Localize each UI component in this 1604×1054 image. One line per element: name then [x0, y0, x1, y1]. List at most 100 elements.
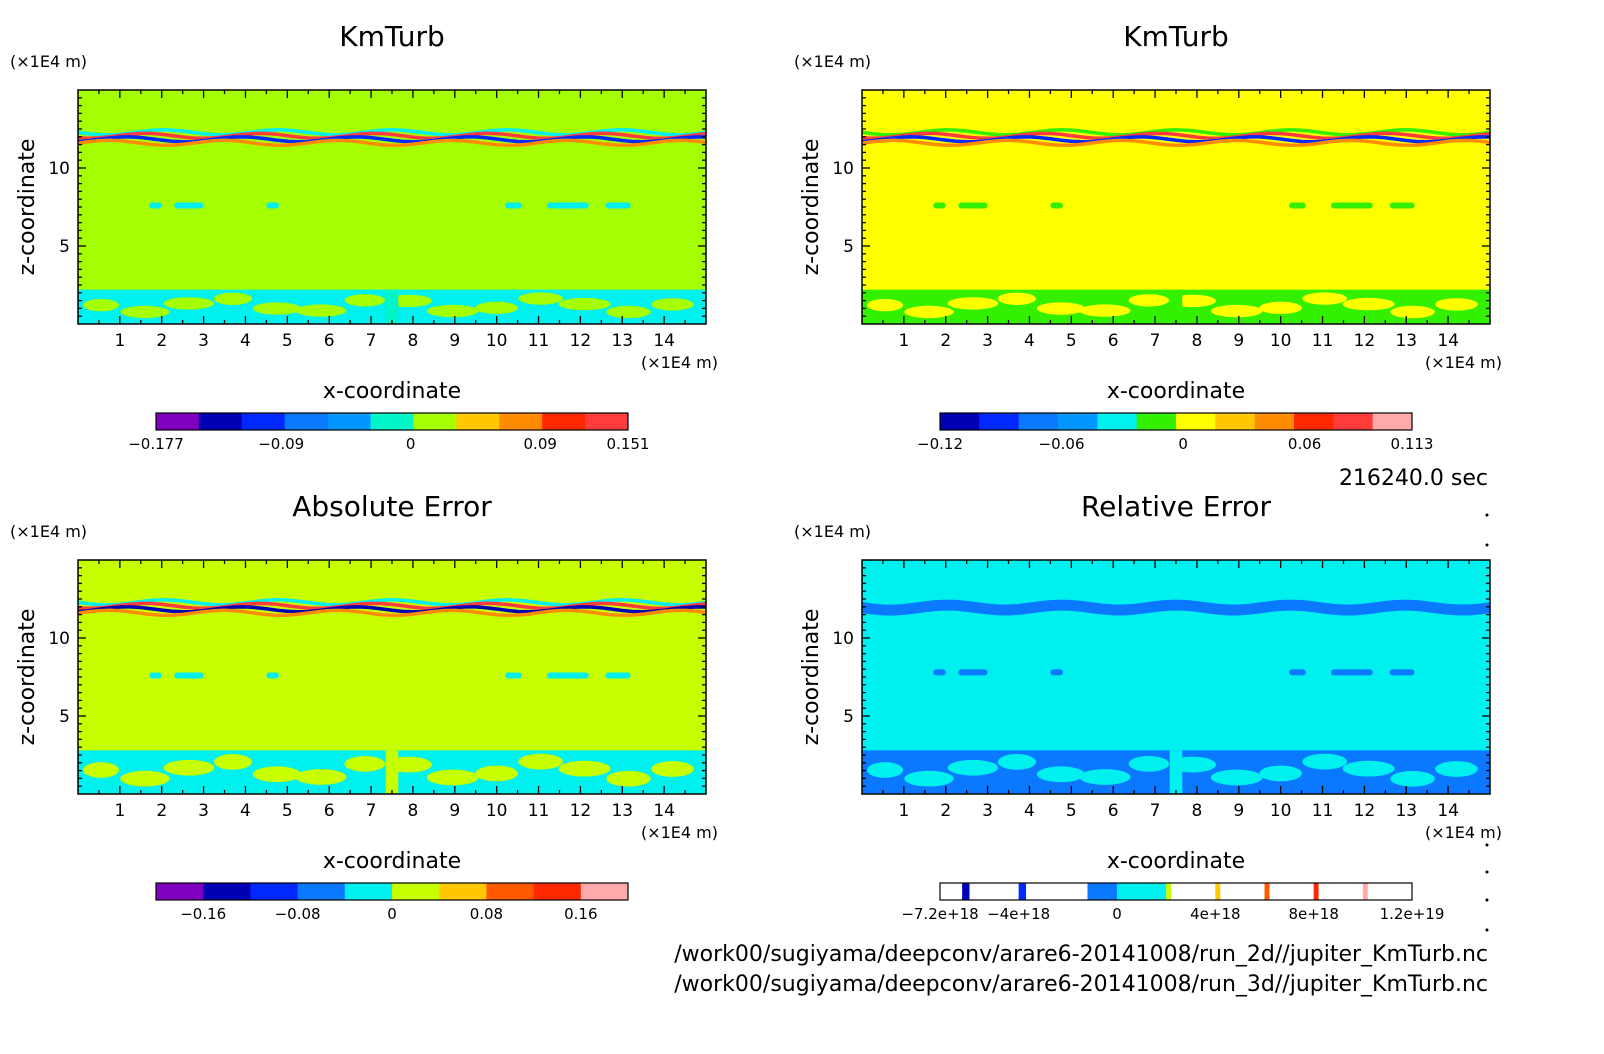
bottom-band-blob — [518, 292, 563, 305]
mid-spot — [958, 202, 988, 209]
y-tick-label: 5 — [59, 707, 70, 727]
bottom-band-blob — [1390, 770, 1435, 787]
mid-spot — [505, 202, 522, 209]
colorbar-label: −0.16 — [180, 905, 226, 923]
x-tick-label: 3 — [982, 331, 993, 351]
y-tick-label: 5 — [59, 237, 70, 257]
mid-spot — [605, 672, 631, 679]
x-tick-label: 6 — [1108, 331, 1119, 351]
mid-spot — [266, 202, 279, 209]
colorbar-label: 0.09 — [524, 435, 557, 453]
colorbar-segment — [370, 413, 414, 430]
y-axis-label: z-coordinate — [799, 609, 824, 746]
bottom-band-blob — [1036, 766, 1085, 783]
top-band-line — [78, 128, 706, 137]
x-unit-label: (×1E4 m) — [641, 353, 718, 372]
top-band-line — [78, 138, 706, 148]
bottom-band-blob — [518, 753, 563, 770]
y-tick-label: 10 — [832, 629, 854, 649]
bottom-band-blob — [1435, 298, 1478, 311]
top-band-line — [78, 598, 706, 607]
y-tick-label: 5 — [843, 707, 854, 727]
chart-title: Absolute Error — [292, 490, 492, 523]
x-tick-label: 4 — [1024, 331, 1035, 351]
colorbar-segment — [533, 883, 582, 900]
top-band-line — [78, 131, 706, 141]
x-tick-label: 2 — [156, 331, 167, 351]
x-tick-label: 1 — [114, 801, 125, 821]
x-tick-label: 8 — [1192, 331, 1203, 351]
colorbar-label: 0.16 — [564, 905, 597, 923]
colorbar-segment — [344, 883, 393, 900]
x-tick-label: 11 — [528, 331, 550, 351]
bottom-band-blob — [163, 297, 215, 310]
x-tick-label: 2 — [940, 331, 951, 351]
x-tick-label: 3 — [198, 331, 209, 351]
bottom-band-blob — [426, 769, 479, 786]
x-tick-label: 12 — [570, 331, 592, 351]
bottom-band-blob — [1128, 294, 1170, 307]
margin-dot — [1485, 870, 1489, 874]
x-tick-label: 9 — [1233, 331, 1244, 351]
bottom-band-blob — [867, 762, 904, 778]
y-tick-label: 10 — [48, 629, 70, 649]
colorbar-segment — [456, 413, 500, 430]
x-unit-label: (×1E4 m) — [1425, 823, 1502, 842]
x-tick-label: 13 — [611, 331, 633, 351]
bottom-band-blob — [997, 754, 1037, 770]
bottom-band-blob — [1302, 753, 1347, 770]
colorbar-segment — [284, 413, 329, 430]
y-tick-label: 5 — [843, 237, 854, 257]
bottom-band-blob — [83, 298, 120, 312]
mid-spot — [605, 202, 631, 209]
colorbar-label: 0 — [1112, 905, 1122, 923]
x-tick-label: 6 — [1108, 801, 1119, 821]
x-tick-label: 10 — [486, 801, 508, 821]
x-tick-label: 2 — [940, 801, 951, 821]
colorbar-label: 0 — [387, 905, 397, 923]
colorbar-segment — [486, 883, 535, 900]
x-tick-label: 8 — [408, 331, 419, 351]
x-tick-label: 3 — [982, 801, 993, 821]
colorbar-segment — [1176, 413, 1216, 430]
x-tick-label: 14 — [653, 331, 675, 351]
bottom-band-blob — [1210, 769, 1263, 786]
x-tick-label: 7 — [1150, 801, 1161, 821]
bottom-band-blob — [1079, 304, 1131, 317]
bottom-band-blob — [120, 770, 170, 787]
y-axis-label: z-coordinate — [15, 139, 40, 276]
top-band-line — [78, 601, 706, 611]
x-axis-label: x-coordinate — [1107, 849, 1245, 874]
mid-spot — [958, 669, 988, 676]
bottom-band-blob — [475, 301, 518, 315]
colorbar-frame — [939, 412, 1413, 431]
mid-spot — [933, 202, 946, 209]
colorbar-segment — [1097, 413, 1138, 430]
mid-spot — [149, 202, 162, 209]
x-tick-label: 7 — [1150, 331, 1161, 351]
colorbar-label: −0.12 — [917, 435, 963, 453]
x-tick-label: 12 — [1354, 331, 1376, 351]
x-tick-label: 11 — [1312, 801, 1334, 821]
mid-spot — [1289, 669, 1306, 676]
bottom-band-blob — [252, 302, 301, 315]
bottom-band-blob — [475, 765, 518, 782]
bottom-band-blob — [1342, 760, 1395, 777]
colorbar-segment — [1087, 883, 1117, 900]
top-band-line — [862, 131, 1490, 141]
top-band-line — [862, 135, 1490, 144]
colorbar-segment — [1313, 883, 1319, 900]
mid-spot — [174, 202, 204, 209]
x-tick-label: 10 — [1270, 331, 1292, 351]
colorbar-segment — [1166, 883, 1172, 900]
x-tick-label: 10 — [486, 331, 508, 351]
mid-spot — [1330, 669, 1373, 676]
colorbar-segment — [940, 883, 1412, 900]
mid-spot — [149, 672, 162, 679]
y-axis-label: z-coordinate — [15, 609, 40, 746]
x-unit-label: (×1E4 m) — [1425, 353, 1502, 372]
x-tick-label: 13 — [1395, 331, 1417, 351]
colorbar-label: −0.08 — [275, 905, 321, 923]
